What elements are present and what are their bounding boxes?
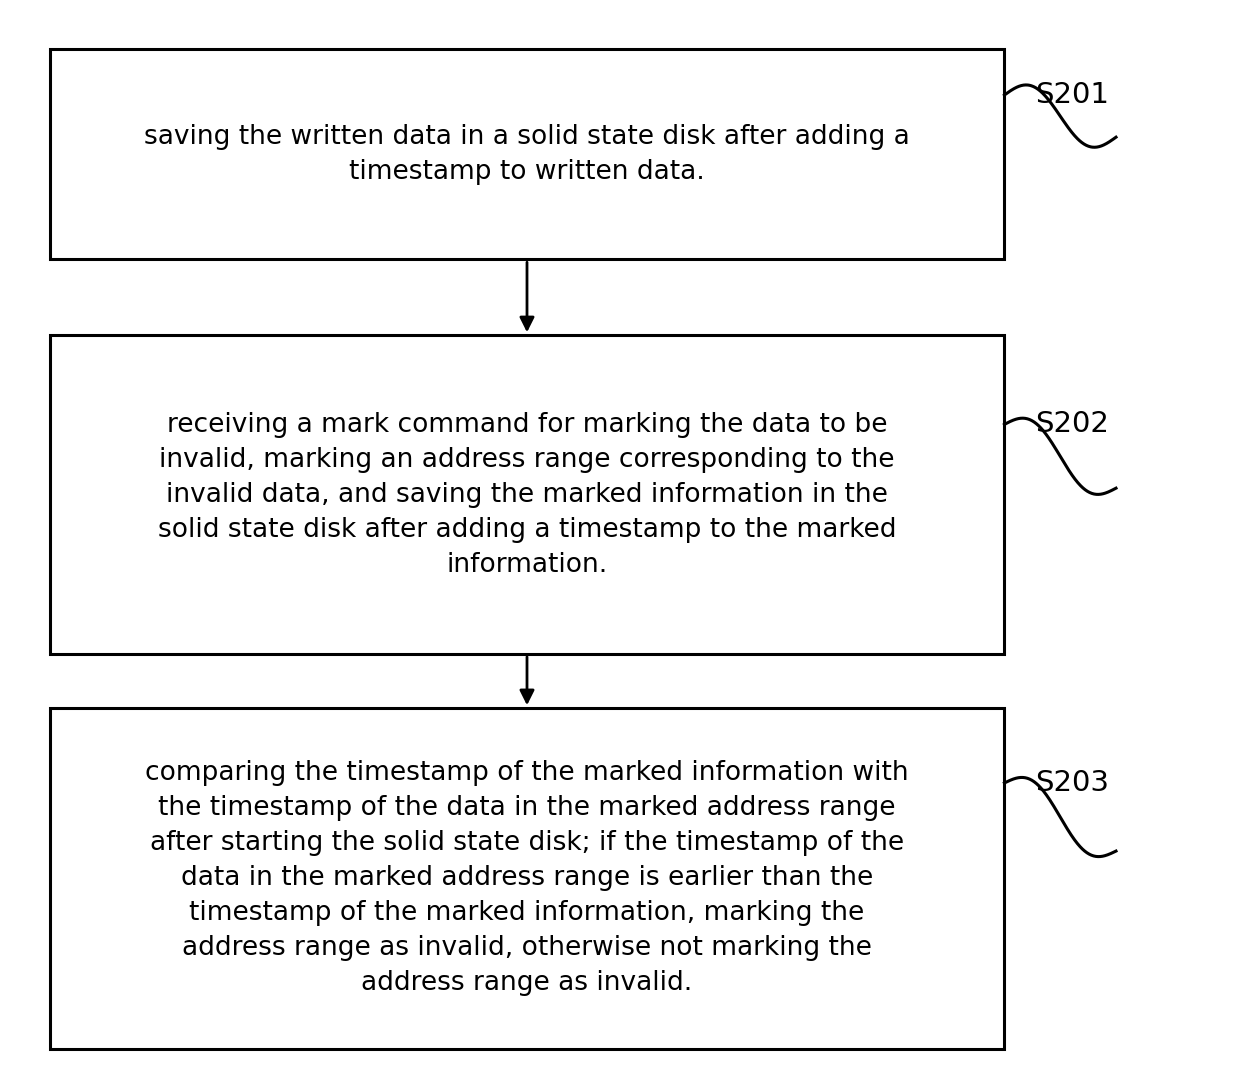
Text: S201: S201	[1035, 81, 1110, 109]
Text: saving the written data in a solid state disk after adding a
timestamp to writte: saving the written data in a solid state…	[144, 123, 910, 185]
Text: comparing the timestamp of the marked information with
the timestamp of the data: comparing the timestamp of the marked in…	[145, 760, 909, 997]
Text: receiving a mark command for marking the data to be
invalid, marking an address : receiving a mark command for marking the…	[157, 412, 897, 577]
Bar	[50, 708, 1004, 1049]
Bar	[50, 49, 1004, 259]
Text: S202: S202	[1035, 411, 1110, 439]
Text: S203: S203	[1035, 769, 1110, 797]
Bar	[50, 335, 1004, 654]
